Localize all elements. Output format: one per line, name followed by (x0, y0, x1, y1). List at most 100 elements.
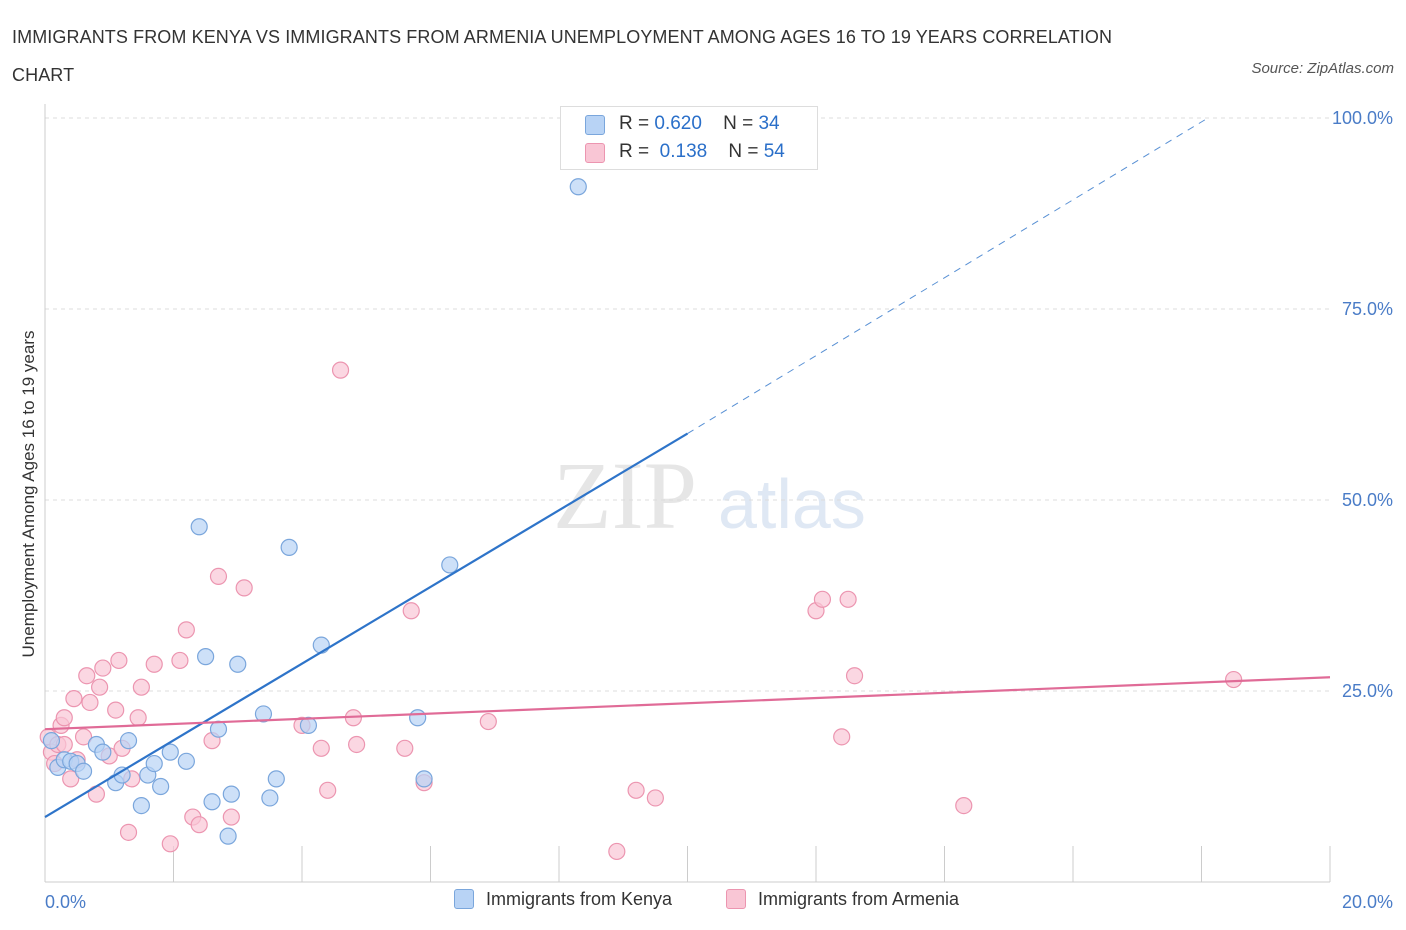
kenya-legend-label: Immigrants from Kenya (486, 889, 673, 909)
armenia-point-28 (190, 816, 208, 834)
armenia-point-24 (161, 835, 179, 853)
armenia-point-50 (845, 667, 864, 685)
y-tick-label-3: 100.0% (1332, 108, 1393, 128)
kenya-point-27 (280, 538, 298, 556)
kenya-swatch (585, 115, 605, 135)
grid-lines (45, 117, 1330, 692)
armenia-point-47 (813, 590, 832, 608)
y-axis-title: Unemployment Among Ages 16 to 19 years (19, 331, 38, 658)
kenya-r-label: R = (619, 113, 650, 134)
kenya-point-0 (42, 732, 61, 750)
armenia-point-40 (402, 602, 420, 620)
kenya-point-24 (254, 705, 273, 723)
armenia-point-19 (119, 823, 138, 841)
kenya-point-22 (222, 785, 240, 803)
kenya-point-11 (132, 796, 150, 815)
kenya-point-16 (177, 752, 195, 770)
kenya-point-29 (312, 636, 330, 654)
kenya-legend-swatch (454, 889, 474, 909)
kenya-point-32 (441, 556, 459, 574)
armenia-point-23 (145, 655, 163, 673)
kenya-n-label: N = (723, 113, 754, 134)
armenia-point-21 (129, 709, 147, 727)
armenia-point-6 (62, 770, 80, 788)
armenia-point-16 (107, 701, 125, 719)
armenia-trend-line (44, 676, 1331, 731)
watermark-zip: ZIP (553, 442, 697, 549)
kenya-point-31 (415, 770, 433, 788)
x-tick-label-0: 0.0% (45, 892, 86, 912)
armenia-point-17 (110, 651, 128, 670)
kenya-point-10 (119, 732, 138, 750)
kenya-point-15 (161, 743, 179, 761)
y-tick-label-0: 25.0% (1342, 681, 1393, 701)
armenia-point-35 (319, 781, 337, 799)
armenia-point-30 (209, 567, 228, 586)
armenia-point-39 (396, 739, 414, 757)
armenia-point-10 (78, 667, 96, 685)
armenia-point-44 (627, 781, 645, 799)
armenia-point-34 (312, 739, 330, 757)
y-tick-label-1: 50.0% (1342, 490, 1393, 510)
armenia-point-7 (65, 690, 83, 708)
kenya-trend-line (44, 432, 689, 819)
armenia-point-26 (177, 621, 195, 639)
armenia-swatch (585, 143, 605, 163)
kenya-point-20 (209, 720, 228, 738)
armenia-point-38 (348, 735, 366, 754)
armenia-legend-label: Immigrants from Armenia (758, 889, 960, 909)
armenia-point-9 (74, 728, 93, 746)
armenia-point-11 (81, 693, 99, 712)
correlation-legend: R = 0.620 N = 34 R = 0.138 N = 54 (560, 106, 818, 170)
armenia-point-42 (479, 712, 497, 731)
kenya-point-21 (219, 827, 237, 845)
kenya-point-26 (267, 770, 285, 788)
kenya-point-28 (299, 716, 318, 734)
watermark: ZIP atlas (553, 442, 866, 549)
armenia-n-value: 54 (763, 141, 785, 162)
kenya-point-30 (409, 709, 427, 727)
kenya-point-7 (94, 743, 112, 761)
armenia-point-25 (171, 651, 189, 670)
kenya-point-18 (197, 648, 215, 666)
series-legend: Immigrants from Kenya Immigrants from Ar… (0, 886, 1406, 916)
armenia-point-48 (839, 590, 857, 608)
x-tick-label-1: 20.0% (1342, 892, 1393, 912)
source-label: Source: ZipAtlas.com (1251, 60, 1394, 77)
kenya-point-14 (152, 777, 170, 796)
tick-labels: 25.0% 50.0% 75.0% 100.0% 0.0% 20.0% (45, 108, 1393, 912)
trend-lines (44, 117, 1331, 819)
kenya-point-17 (190, 518, 208, 536)
armenia-point-52 (1225, 670, 1243, 689)
armenia-point-13 (91, 678, 109, 696)
kenya-point-23 (229, 655, 247, 673)
armenia-r-value: 0.138 (659, 141, 708, 162)
chart-title: IMMIGRANTS FROM KENYA VS IMMIGRANTS FROM… (12, 27, 1113, 85)
kenya-point-19 (203, 793, 221, 811)
armenia-point-32 (235, 579, 253, 597)
kenya-points (42, 178, 587, 845)
armenia-points (39, 361, 1243, 861)
armenia-legend-swatch (726, 889, 746, 909)
armenia-point-36 (331, 361, 350, 379)
armenia-point-14 (94, 659, 112, 677)
armenia-point-31 (222, 808, 240, 826)
armenia-point-5 (55, 709, 73, 727)
y-tick-label-2: 75.0% (1342, 299, 1393, 319)
armenia-r-label: R = (619, 141, 650, 162)
armenia-point-51 (955, 796, 973, 815)
armenia-point-45 (646, 789, 664, 807)
kenya-point-33 (569, 178, 587, 196)
kenya-point-13 (145, 754, 163, 773)
armenia-point-49 (833, 728, 851, 746)
kenya-r-value: 0.620 (654, 113, 702, 134)
kenya-point-25 (261, 789, 279, 807)
armenia-point-22 (132, 678, 150, 696)
kenya-point-5 (74, 762, 93, 780)
armenia-n-label: N = (728, 141, 759, 162)
watermark-atlas: atlas (718, 465, 866, 543)
kenya-trend-extension (687, 117, 1209, 434)
armenia-point-43 (608, 842, 626, 861)
kenya-n-value: 34 (758, 113, 780, 134)
